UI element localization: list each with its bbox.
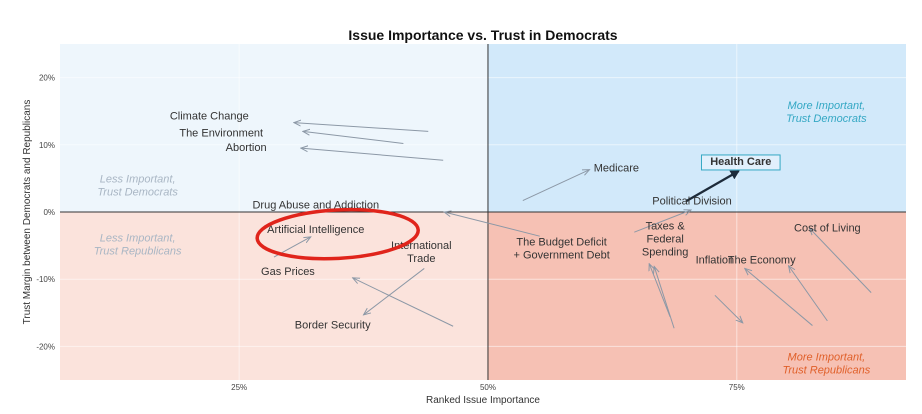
quadrant-top-right [487,44,906,212]
movement-arrow [714,294,743,323]
movement-arrow [444,212,540,237]
point-label: Health Care [710,156,771,168]
point-label: Gas Prices [261,266,315,278]
point-label: Climate Change [170,110,249,122]
movement-arrow [789,266,828,322]
x-tick-label: 75% [729,383,745,392]
red-circle-annotation [255,207,420,261]
x-tick-label: 50% [480,383,496,392]
movement-arrow [745,268,813,326]
quadrant-bottom-right [487,212,906,380]
y-tick-label: -20% [36,342,55,351]
quadrant-label: Less Important, Trust Democrats [97,173,178,198]
movement-arrow [522,170,590,202]
point-label: The Economy [728,255,796,267]
y-tick-label: 20% [39,74,55,83]
point-label: Border Security [295,319,371,331]
x-axis-label: Ranked Issue Importance [426,395,540,406]
tick-labels: 25% 50% 75% 20% 10% 0% -10% -20% [36,74,744,392]
movement-arrow [809,228,872,293]
point-label: Artificial Intelligence [267,224,364,236]
point-label: Political Division [652,196,731,208]
movement-arrow [303,131,404,144]
movement-arrow [649,264,671,318]
point-label: Abortion [226,142,267,154]
quadrant-label: Less Important, Trust Republicans [94,233,182,258]
point-label: Inflation [696,255,735,267]
axes [60,44,906,380]
quadrant-labels: Less Important, Trust Democrats More Impor… [94,100,871,376]
movement-arrow [301,148,444,161]
quadrant-label: More Important, Trust Democrats [786,100,867,125]
quadrant-label: More Important, Trust Republicans [782,352,870,377]
quadrant-backgrounds [60,44,906,380]
point-label: Medicare [594,163,639,175]
point-label: Taxes & Federal Spending [642,220,689,258]
movement-arrow [364,268,425,314]
arrows [273,123,872,329]
x-tick-label: 25% [231,383,247,392]
point-label: The Budget Deficit + Government Debt [513,237,609,262]
highlight-box [700,154,781,171]
y-tick-label: -10% [36,275,55,284]
movement-arrow [294,123,429,132]
movement-arrow [353,278,454,327]
y-tick-label: 10% [39,141,55,150]
quadrant-bottom-left [60,212,488,380]
chart-title: Issue Importance vs. Trust in Democrats [348,27,617,43]
point-label: The Environment [179,128,263,140]
movement-arrow [654,266,675,329]
y-tick-label: 0% [43,208,55,217]
point-label: Cost of Living [794,222,861,234]
movement-arrow [685,170,740,203]
movement-arrow [634,210,691,233]
y-axis-label: Trust Margin between Democrats and Repub… [22,100,33,325]
quadrant-top-left [60,44,488,212]
